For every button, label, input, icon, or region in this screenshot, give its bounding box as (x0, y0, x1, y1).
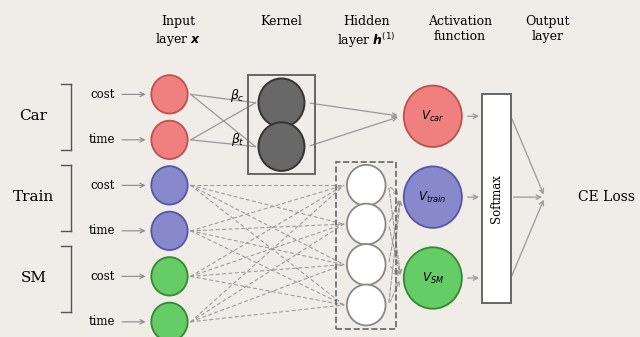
Ellipse shape (347, 244, 385, 285)
Ellipse shape (151, 121, 188, 159)
Text: Softmax: Softmax (490, 174, 503, 223)
Text: cost: cost (91, 88, 115, 101)
Ellipse shape (347, 284, 385, 326)
Text: Output
layer: Output layer (525, 15, 570, 43)
Text: $\beta_c$: $\beta_c$ (230, 87, 244, 104)
Bar (336, 162, 397, 329)
Text: $V_{car}$: $V_{car}$ (421, 109, 445, 124)
Text: Train: Train (13, 190, 54, 204)
Text: cost: cost (91, 179, 115, 192)
Text: SM: SM (20, 271, 46, 285)
Text: Input
layer $\boldsymbol{x}$: Input layer $\boldsymbol{x}$ (156, 15, 202, 48)
Text: cost: cost (91, 270, 115, 283)
Ellipse shape (404, 166, 462, 228)
Ellipse shape (151, 212, 188, 250)
Bar (248, 75, 316, 174)
Ellipse shape (259, 122, 305, 171)
Ellipse shape (404, 247, 462, 309)
Ellipse shape (151, 257, 188, 296)
Ellipse shape (347, 165, 385, 206)
Ellipse shape (151, 166, 188, 205)
Text: time: time (88, 224, 115, 237)
Text: CE Loss: CE Loss (578, 190, 635, 204)
Text: time: time (88, 133, 115, 146)
Ellipse shape (151, 303, 188, 337)
Text: $\beta_t$: $\beta_t$ (231, 131, 244, 148)
Text: $V_{train}$: $V_{train}$ (419, 190, 447, 205)
Ellipse shape (151, 75, 188, 114)
Text: Hidden
layer $\boldsymbol{h}^{(1)}$: Hidden layer $\boldsymbol{h}^{(1)}$ (337, 15, 396, 50)
Ellipse shape (404, 86, 462, 147)
Text: time: time (88, 315, 115, 328)
Bar (482, 94, 511, 303)
Text: Kernel: Kernel (260, 15, 303, 28)
Text: $V_{SM}$: $V_{SM}$ (422, 271, 444, 285)
Ellipse shape (347, 204, 385, 245)
Ellipse shape (259, 79, 305, 127)
Text: Car: Car (19, 109, 47, 123)
Text: Activation
function: Activation function (428, 15, 492, 43)
